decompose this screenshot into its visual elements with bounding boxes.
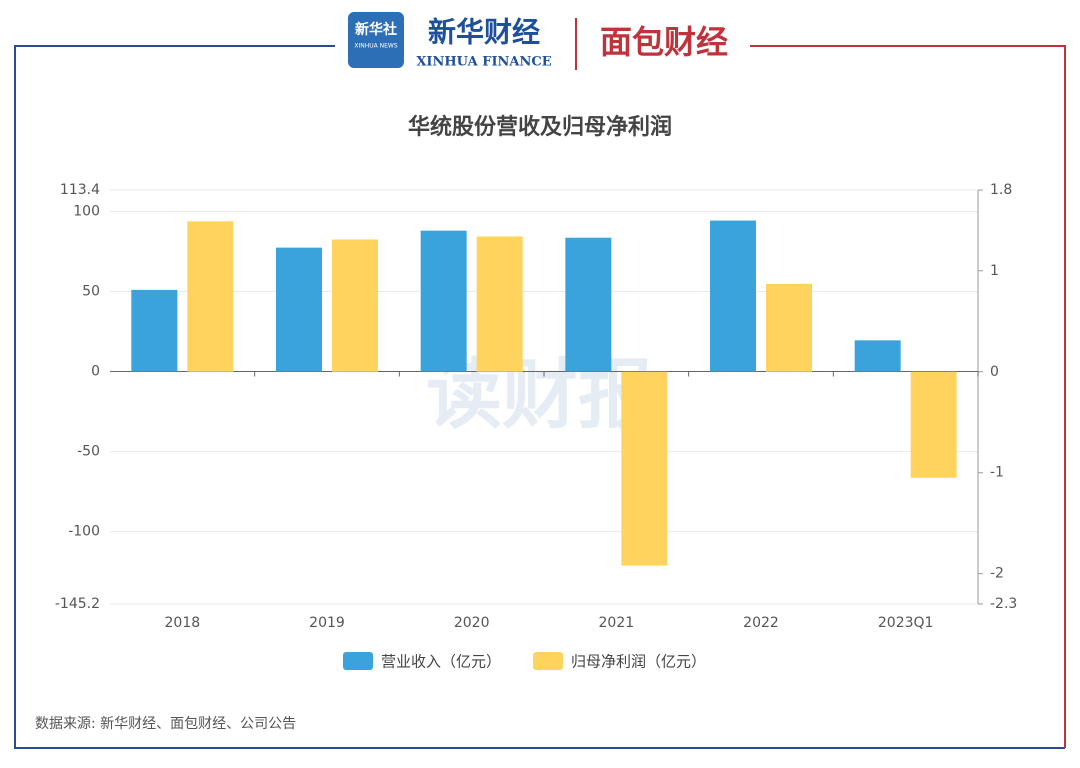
legend-label: 归母净利润（亿元） (571, 653, 706, 671)
x-tick-label: 2020 (454, 615, 490, 631)
frame-left (14, 45, 1065, 749)
frame-right (750, 45, 1066, 748)
logo-text: 新华社 (355, 21, 397, 38)
y2-tick-label: 0 (990, 364, 999, 380)
y-tick-label: -100 (68, 524, 100, 540)
logo-text: XINHUA NEWS (354, 43, 397, 50)
bar (332, 239, 378, 372)
bar (276, 247, 322, 372)
y2-tick-label: -2 (990, 566, 1004, 582)
logo-box (348, 12, 404, 68)
bar (131, 289, 178, 372)
y-tick-label: 0 (91, 364, 100, 380)
bar (420, 230, 467, 372)
chart-title: 华统股份营收及归母净利润 (408, 114, 672, 140)
x-tick-label: 2021 (599, 615, 635, 631)
y-tick-label: -50 (77, 444, 100, 460)
legend-swatch (343, 652, 373, 670)
x-tick-label: 2023Q1 (878, 615, 934, 631)
x-tick-label: 2022 (743, 615, 779, 631)
y2-tick-label: -1 (990, 465, 1004, 481)
bar (766, 283, 812, 372)
logo-text: XINHUA FINANCE (416, 55, 551, 70)
x-tick-label: 2019 (309, 615, 345, 631)
bar (565, 237, 612, 372)
bar (187, 221, 234, 372)
x-tick-label: 2018 (165, 615, 201, 631)
y2-tick-label: 1.8 (990, 182, 1012, 198)
y-tick-label: 100 (73, 203, 100, 219)
bar (854, 340, 901, 372)
bar (476, 236, 523, 372)
logo-text: 面包财经 (600, 23, 728, 61)
legend-label: 营业收入（亿元） (381, 653, 501, 671)
bar (621, 371, 668, 566)
y-tick-label: -145.2 (55, 596, 100, 612)
y2-tick-label: 1 (990, 263, 999, 279)
logo-text: 新华财经 (428, 16, 540, 49)
y2-tick-label: -2.3 (990, 596, 1017, 612)
source-note: 数据来源: 新华财经、面包财经、公司公告 (35, 716, 296, 732)
bar (910, 371, 957, 478)
legend-swatch (533, 652, 564, 670)
y-tick-label: 113.4 (60, 182, 100, 198)
y-tick-label: 50 (82, 283, 100, 299)
bar (710, 220, 756, 372)
